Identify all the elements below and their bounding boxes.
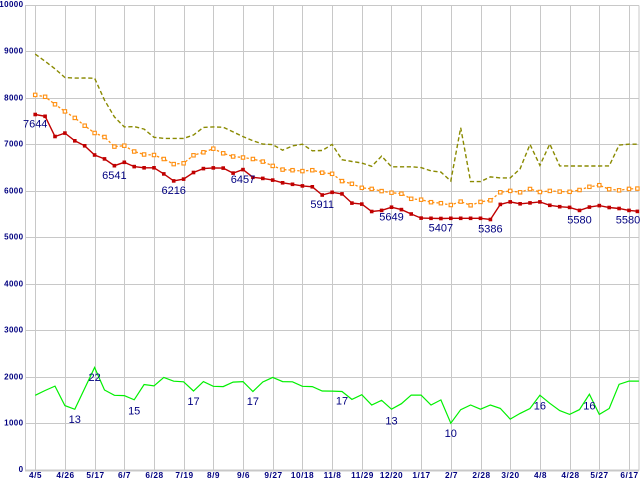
svg-text:3/20: 3/20 [501,470,519,480]
svg-text:6000: 6000 [4,187,24,196]
svg-text:9/27: 9/27 [264,470,282,480]
svg-text:5580: 5580 [567,215,591,227]
svg-text:13: 13 [385,416,397,428]
svg-text:5386: 5386 [478,224,502,236]
svg-text:0: 0 [19,465,24,474]
svg-text:7000: 7000 [4,140,24,149]
svg-text:13: 13 [69,414,81,426]
svg-text:6457: 6457 [231,174,255,186]
svg-text:7/19: 7/19 [175,470,193,480]
svg-text:5580: 5580 [616,215,640,227]
svg-text:6/28: 6/28 [145,470,163,480]
svg-text:10: 10 [445,428,457,440]
svg-text:22: 22 [88,372,100,384]
svg-text:7644: 7644 [23,119,47,131]
svg-text:4/8: 4/8 [534,470,547,480]
svg-text:6/7: 6/7 [118,470,131,480]
svg-text:8/9: 8/9 [207,470,220,480]
svg-text:11/8: 11/8 [324,470,342,480]
svg-text:1/17: 1/17 [412,470,430,480]
svg-text:17: 17 [187,396,199,408]
svg-text:10/18: 10/18 [291,470,314,480]
svg-text:17: 17 [336,395,348,407]
svg-text:5911: 5911 [310,199,334,211]
svg-text:17: 17 [247,396,259,408]
svg-text:10000: 10000 [0,0,24,9]
svg-text:12/20: 12/20 [380,470,403,480]
svg-text:16: 16 [534,401,546,413]
svg-text:6/17: 6/17 [620,470,638,480]
svg-text:5000: 5000 [4,233,24,242]
svg-text:5407: 5407 [429,223,453,235]
svg-text:3000: 3000 [4,326,24,335]
svg-text:4000: 4000 [4,280,24,289]
svg-text:6541: 6541 [102,170,126,182]
svg-text:8000: 8000 [4,94,24,103]
svg-text:2000: 2000 [4,373,24,382]
svg-text:16: 16 [583,401,595,413]
svg-text:2/28: 2/28 [472,470,490,480]
svg-text:11/29: 11/29 [351,470,374,480]
svg-text:2/7: 2/7 [445,470,458,480]
svg-text:9000: 9000 [4,47,24,56]
svg-text:5649: 5649 [379,211,403,223]
svg-text:15: 15 [128,405,140,417]
svg-text:5/27: 5/27 [590,470,608,480]
svg-text:6216: 6216 [161,185,185,197]
svg-text:9/6: 9/6 [237,470,250,480]
svg-text:5/17: 5/17 [86,470,104,480]
svg-text:1000: 1000 [4,419,24,428]
svg-text:4/28: 4/28 [561,470,579,480]
svg-text:4/26: 4/26 [56,470,74,480]
svg-text:4/5: 4/5 [29,470,42,480]
